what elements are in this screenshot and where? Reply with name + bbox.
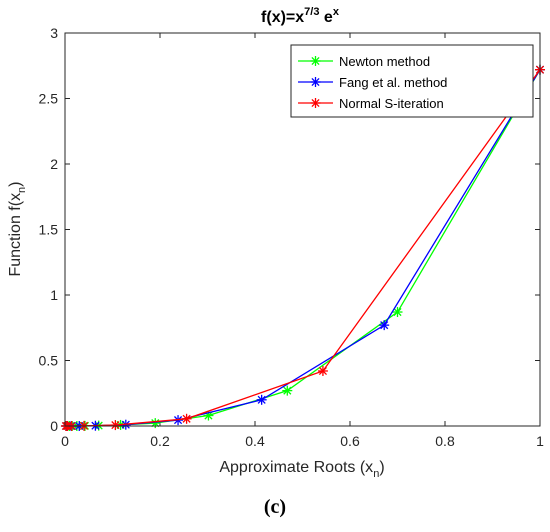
data-point — [256, 394, 267, 405]
y-tick-label: 1.5 — [39, 222, 59, 238]
y-tick-label: 3 — [50, 25, 58, 41]
data-point — [110, 420, 121, 431]
legend-label: Normal S-iteration — [339, 96, 444, 111]
legend-label: Newton method — [339, 54, 430, 69]
data-point — [282, 385, 293, 396]
x-axis-label-subscript: n — [373, 468, 379, 480]
legend-label: Fang et al. method — [339, 75, 447, 90]
legend-box — [290, 44, 534, 118]
legend: Newton method Fang et al. method Normal S-… — [290, 44, 534, 118]
legend-entry: Newton method — [298, 54, 430, 69]
legend-entry: Normal S-iteration — [298, 96, 444, 111]
legend-marker — [310, 98, 321, 108]
x-tick-label: 0.4 — [245, 433, 265, 449]
y-tick-label: 2 — [50, 156, 58, 172]
data-point — [392, 307, 403, 318]
legend-marker — [310, 56, 321, 66]
y-axis-label-base: Function f(x — [7, 193, 24, 277]
data-point — [150, 418, 161, 429]
chart-title: f(x)=x7/3 ex — [261, 6, 340, 26]
y-tick-label: 0 — [50, 418, 58, 434]
chart-title-exponent-1: 7/3 — [304, 6, 319, 18]
plot-frame — [64, 32, 541, 427]
x-axis-label: Approximate Roots (xn) — [219, 459, 384, 480]
chart-title-middle: e — [319, 9, 332, 26]
y-axis-label-close: ) — [7, 181, 24, 186]
y-tick-label: 1 — [50, 287, 58, 303]
x-axis-label-base: Approximate Roots (x — [219, 459, 373, 476]
x-tick-label: 0.6 — [340, 433, 360, 449]
y-axis-label-subscript: n — [16, 187, 28, 193]
y-tick-label: 0.5 — [39, 353, 59, 369]
legend-entries: Newton method Fang et al. method Normal S-… — [298, 54, 447, 111]
axis-tick-labels: 0 0.2 0.4 0.6 0.8 1 0 0.5 1 1.5 2 2.5 3 — [39, 25, 545, 449]
legend-entry: Fang et al. method — [298, 75, 447, 90]
legend-marker — [310, 77, 321, 87]
x-tick-label: 0.8 — [435, 433, 455, 449]
data-point — [181, 413, 192, 424]
data-point — [317, 365, 328, 376]
chart-title-base: f(x)=x — [261, 9, 304, 26]
x-tick-label: 1 — [536, 433, 544, 449]
figure-caption: (c) — [263, 496, 287, 518]
x-tick-label: 0.2 — [150, 433, 170, 449]
y-axis-label: Function f(xn) — [7, 181, 28, 276]
chart-title-exponent-2: x — [333, 6, 340, 18]
x-axis-label-close: ) — [379, 459, 384, 476]
x-tick-label: 0 — [61, 433, 69, 449]
y-tick-label: 2.5 — [39, 91, 59, 107]
data-point — [379, 320, 390, 331]
